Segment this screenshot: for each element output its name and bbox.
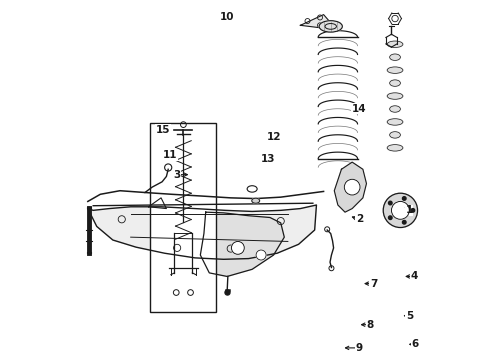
Ellipse shape (390, 80, 400, 86)
Text: 11: 11 (163, 150, 177, 160)
Text: 10: 10 (220, 13, 234, 22)
Polygon shape (200, 212, 284, 276)
Polygon shape (300, 15, 331, 28)
Circle shape (402, 197, 406, 200)
Circle shape (392, 202, 409, 219)
Circle shape (256, 250, 266, 260)
Polygon shape (334, 162, 367, 212)
Circle shape (225, 290, 230, 295)
Ellipse shape (319, 21, 343, 32)
Circle shape (402, 220, 406, 224)
Text: 14: 14 (352, 104, 367, 113)
Text: 9: 9 (356, 343, 363, 353)
Ellipse shape (252, 198, 260, 203)
Polygon shape (148, 198, 167, 208)
Text: 12: 12 (267, 132, 281, 142)
Circle shape (389, 216, 392, 220)
Polygon shape (88, 205, 317, 259)
Text: 1: 1 (406, 205, 413, 215)
Ellipse shape (390, 54, 400, 60)
Text: 7: 7 (370, 279, 377, 289)
Ellipse shape (387, 67, 403, 73)
Text: 4: 4 (411, 271, 418, 282)
Bar (150, 123, 217, 312)
Circle shape (411, 208, 415, 212)
Circle shape (231, 242, 245, 254)
Text: 3: 3 (173, 170, 181, 180)
Ellipse shape (390, 106, 400, 112)
Circle shape (389, 201, 392, 205)
Ellipse shape (387, 93, 403, 99)
Ellipse shape (387, 145, 403, 151)
Circle shape (344, 179, 360, 195)
Text: 5: 5 (406, 311, 413, 321)
Text: 2: 2 (356, 214, 363, 224)
Text: 13: 13 (261, 154, 275, 163)
Text: 6: 6 (411, 339, 418, 349)
Text: 15: 15 (156, 125, 170, 135)
Ellipse shape (390, 132, 400, 138)
Circle shape (383, 193, 417, 228)
Text: 8: 8 (367, 320, 374, 330)
Ellipse shape (387, 119, 403, 125)
Ellipse shape (387, 41, 403, 48)
